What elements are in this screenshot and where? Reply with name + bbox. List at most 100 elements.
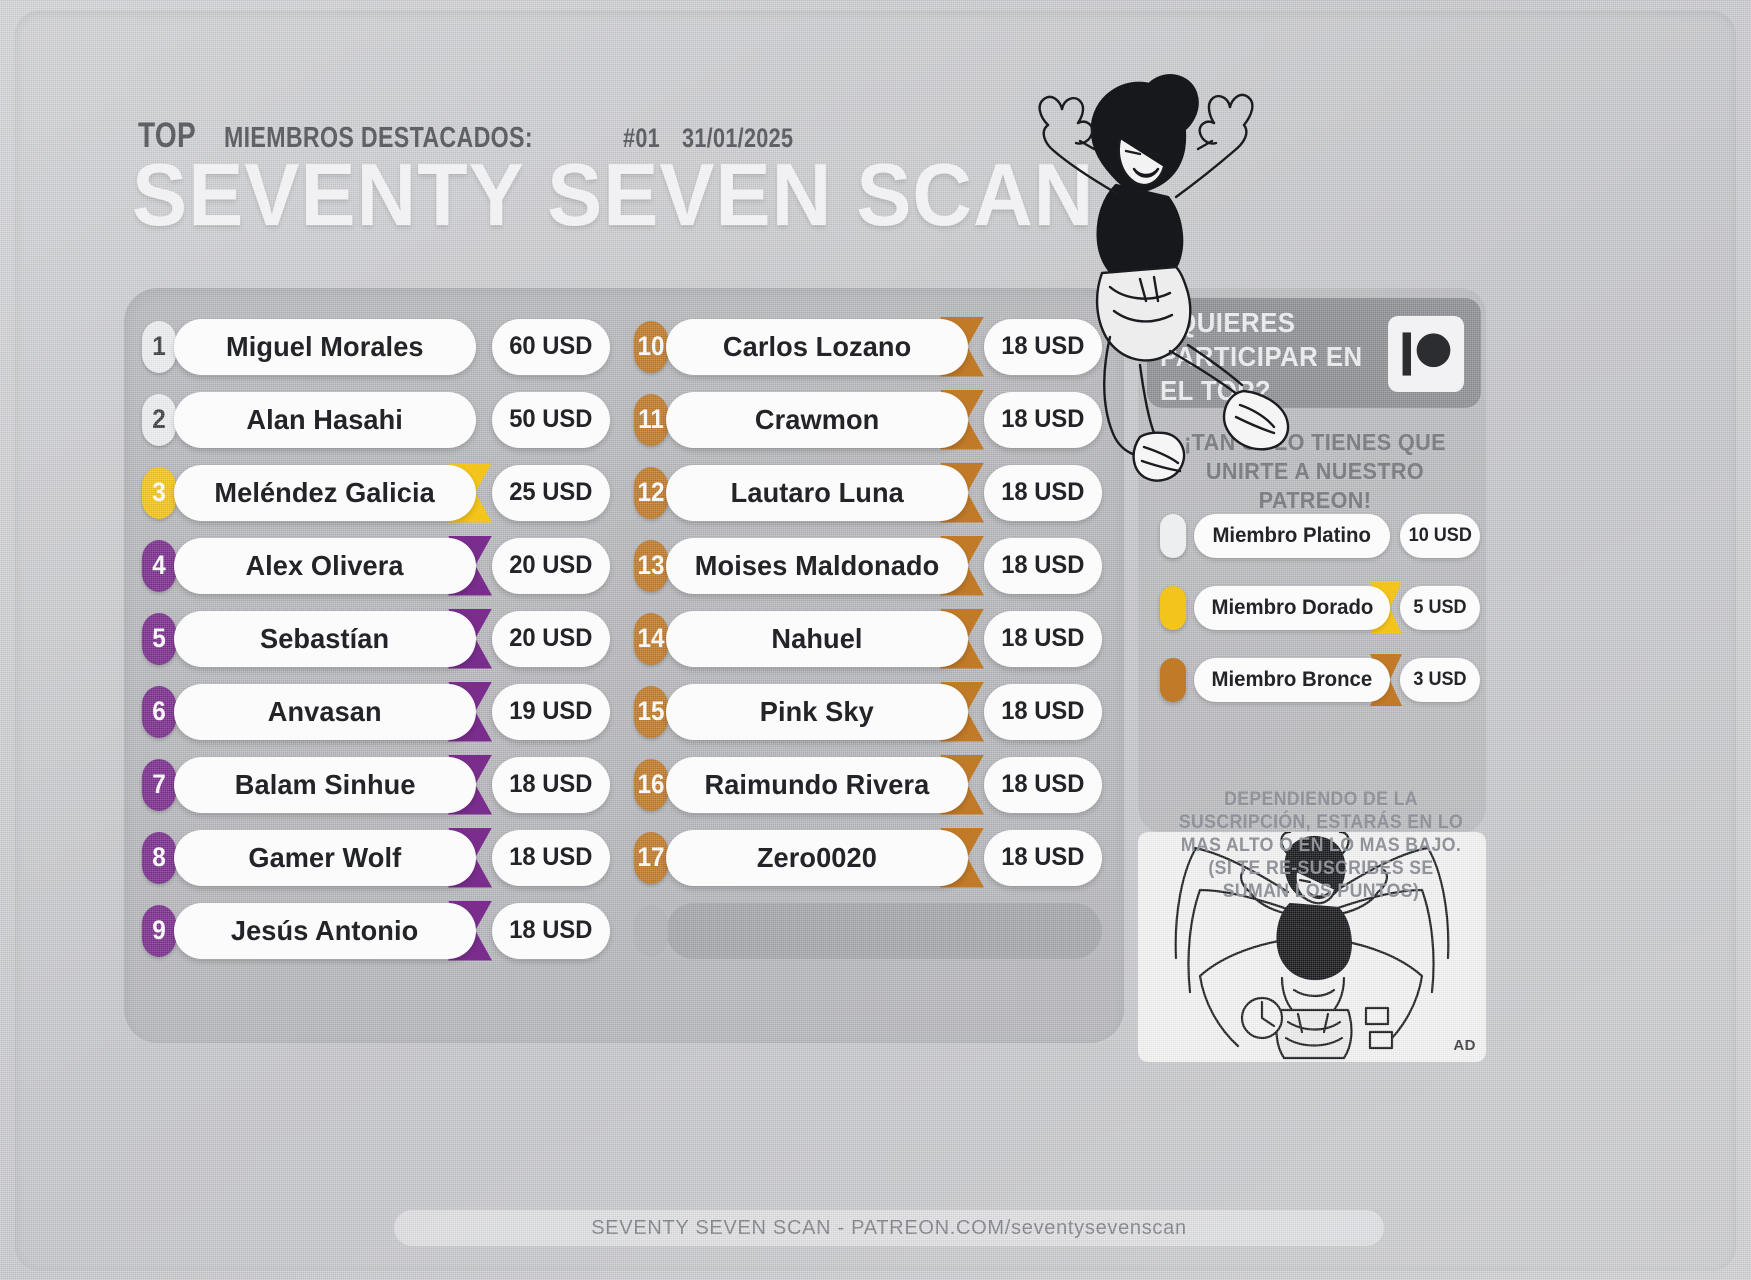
kicker-top-word: TOP <box>138 116 197 155</box>
ranking-row[interactable]: 16 Raimundo Rivera 18 USD <box>632 748 1102 821</box>
member-name: Lautaro Luna <box>730 476 904 508</box>
member-name: Pink Sky <box>759 695 875 727</box>
patreon-icon[interactable] <box>1388 316 1464 392</box>
member-amount-pill: 60 USD <box>492 318 610 375</box>
ranking-row[interactable]: 14 Nahuel 18 USD <box>632 602 1102 675</box>
rank-badge: 16 <box>633 758 669 811</box>
tier-price: 10 USD <box>1408 525 1472 546</box>
member-name-pill[interactable]: Moises Maldonado <box>666 537 968 594</box>
member-amount-pill: 18 USD <box>492 756 610 813</box>
member-amount: 25 USD <box>509 478 593 506</box>
member-name: Raimundo Rivera <box>704 768 930 800</box>
ranking-row[interactable]: 11 Crawmon 18 USD <box>632 383 1102 456</box>
member-amount-pill: 20 USD <box>492 537 610 594</box>
ranking-row[interactable]: 3 Meléndez Galicia 25 USD <box>140 456 610 529</box>
ranking-row[interactable]: 12 Lautaro Luna 18 USD <box>632 456 1102 529</box>
member-amount-pill: 50 USD <box>492 391 610 448</box>
member-amount: 18 USD <box>1001 770 1085 798</box>
member-name-pill[interactable]: Miguel Morales <box>174 318 476 375</box>
tier-row[interactable]: Miembro Bronce 3 USD <box>1160 652 1480 708</box>
member-name: Moises Maldonado <box>694 549 940 581</box>
ranking-row[interactable]: 13 Moises Maldonado 18 USD <box>632 529 1102 602</box>
member-name-pill[interactable]: Balam Sinhue <box>174 756 476 813</box>
member-amount-pill: 18 USD <box>984 683 1102 740</box>
member-name-pill[interactable]: Alex Olivera <box>174 537 476 594</box>
header-kicker: TOP MIEMBROS DESTACADOS: #01 31/01/2025 <box>138 116 821 156</box>
tier-pills: Miembro Platino 10 USD <box>1194 514 1480 558</box>
ranking-row[interactable]: 4 Alex Olivera 20 USD <box>140 529 610 602</box>
member-name-pill[interactable]: Jesús Antonio <box>174 902 476 959</box>
member-name-pill[interactable]: Carlos Lozano <box>666 318 968 375</box>
tier-price: 5 USD <box>1413 597 1467 618</box>
member-name-pill[interactable]: Raimundo Rivera <box>666 756 968 813</box>
member-amount: 19 USD <box>509 697 593 725</box>
tier-name: Miembro Bronce <box>1211 668 1373 691</box>
ranking-row[interactable]: 1 Miguel Morales 60 USD <box>140 310 610 383</box>
rank-badge: 10 <box>633 320 669 373</box>
ranking-row[interactable]: 2 Alan Hasahi 50 USD <box>140 383 610 456</box>
member-amount-pill: 18 USD <box>984 318 1102 375</box>
member-name-pill[interactable]: Sebastían <box>174 610 476 667</box>
footer-text: SEVENTY SEVEN SCAN - PATREON.COM/seventy… <box>591 1216 1187 1239</box>
member-name-pill[interactable]: Pink Sky <box>666 683 968 740</box>
row-pills: Sebastían 20 USD <box>174 608 610 669</box>
member-amount: 20 USD <box>509 551 593 579</box>
ranking-column-left: 1 Miguel Morales 60 USD 2 Alan Hasahi 50 USD 3… <box>140 310 610 967</box>
promo-subheadline: ¡TAN SOLO TIENES QUE UNIRTE A NUESTRO PA… <box>1184 429 1446 513</box>
tier-name-pill[interactable]: Miembro Platino <box>1194 514 1390 558</box>
tier-price-pill: 5 USD <box>1400 586 1480 630</box>
ranking-row[interactable]: 7 Balam Sinhue 18 USD <box>140 748 610 821</box>
ranking-row[interactable]: 8 Gamer Wolf 18 USD <box>140 821 610 894</box>
tier-dot <box>1160 658 1186 702</box>
tier-name: Miembro Platino <box>1212 524 1372 547</box>
rank-badge: 1 <box>141 320 177 373</box>
promo-note: DEPENDIENDO DE LA SUSCRIPCIÓN, ESTARÁS E… <box>1178 789 1464 902</box>
member-amount: 18 USD <box>1001 332 1085 360</box>
member-amount-pill: 18 USD <box>492 829 610 886</box>
tier-row[interactable]: Miembro Dorado 5 USD <box>1160 580 1480 636</box>
issue-number: #01 <box>622 123 660 153</box>
member-name-pill[interactable]: Lautaro Luna <box>666 464 968 521</box>
member-name-pill[interactable]: Crawmon <box>666 391 968 448</box>
ranking-row[interactable]: 9 Jesús Antonio 18 USD <box>140 894 610 967</box>
row-pills: Gamer Wolf 18 USD <box>174 827 610 888</box>
row-pills: Alan Hasahi 50 USD <box>174 391 610 448</box>
member-name-pill[interactable]: Meléndez Galicia <box>174 464 476 521</box>
rank-badge: 14 <box>633 612 669 665</box>
ranking-column-right: 10 Carlos Lozano 18 USD 11 Crawmon 18 USD 12 La… <box>632 310 1102 967</box>
member-amount-pill: 18 USD <box>984 537 1102 594</box>
rank-badge: 7 <box>141 758 177 811</box>
member-name-pill[interactable]: Gamer Wolf <box>174 829 476 886</box>
member-name-pill[interactable]: Anvasan <box>174 683 476 740</box>
rank-badge: 11 <box>633 393 669 446</box>
rank-badge: 5 <box>141 612 177 665</box>
ranking-row[interactable]: 6 Anvasan 19 USD <box>140 675 610 748</box>
character-art-bottom-ad[interactable]: AD <box>1138 832 1486 1062</box>
member-name-pill[interactable]: Alan Hasahi <box>174 391 476 448</box>
member-amount: 18 USD <box>1001 624 1085 652</box>
ranking-row[interactable]: 15 Pink Sky 18 USD <box>632 675 1102 748</box>
ranking-row[interactable]: 17 Zero0020 18 USD <box>632 821 1102 894</box>
row-pills: Lautaro Luna 18 USD <box>666 462 1102 523</box>
member-amount: 18 USD <box>509 843 593 871</box>
member-name: Meléndez Galicia <box>214 476 436 508</box>
member-amount-pill: 18 USD <box>984 464 1102 521</box>
member-amount: 50 USD <box>509 405 593 433</box>
member-name: Balam Sinhue <box>234 768 416 800</box>
member-name-pill[interactable]: Nahuel <box>666 610 968 667</box>
row-pills: Jesús Antonio 18 USD <box>174 900 610 961</box>
member-name-pill[interactable]: Zero0020 <box>666 829 968 886</box>
tier-row[interactable]: Miembro Platino 10 USD <box>1160 508 1480 564</box>
rank-badge: 3 <box>141 466 177 519</box>
ranking-row-empty <box>632 894 1102 967</box>
ranking-row[interactable]: 5 Sebastían 20 USD <box>140 602 610 675</box>
row-pills: Balam Sinhue 18 USD <box>174 754 610 815</box>
row-pills: Meléndez Galicia 25 USD <box>174 462 610 523</box>
tier-name-pill[interactable]: Miembro Dorado <box>1194 586 1390 630</box>
ranking-row[interactable]: 10 Carlos Lozano 18 USD <box>632 310 1102 383</box>
member-amount: 18 USD <box>1001 405 1085 433</box>
tier-name-pill[interactable]: Miembro Bronce <box>1194 658 1390 702</box>
member-amount: 18 USD <box>1001 551 1085 579</box>
tier-dot <box>1160 514 1186 558</box>
member-amount-pill: 18 USD <box>492 902 610 959</box>
